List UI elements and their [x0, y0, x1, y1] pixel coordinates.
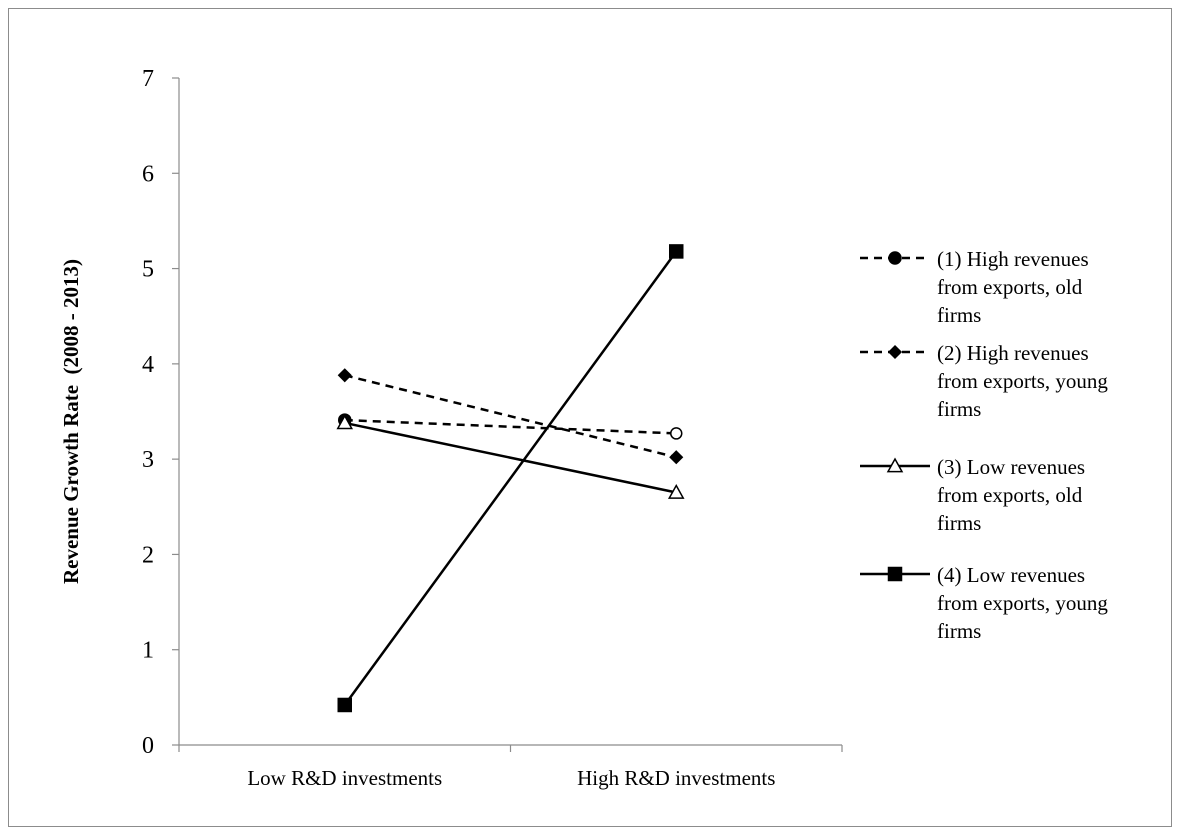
legend-label: firms: [937, 511, 981, 535]
series-line-3: [344, 421, 677, 494]
y-tick-label: 3: [142, 447, 154, 473]
data-point-series-4: [337, 697, 352, 713]
y-tick-label: 0: [142, 733, 154, 759]
x-tick-label: Low R&D investments: [247, 766, 442, 790]
data-point-series-3: [336, 414, 354, 430]
legend-label: firms: [937, 619, 981, 643]
legend-label: (1) High revenues: [937, 247, 1089, 271]
data-point-series-2: [337, 368, 352, 383]
legend-label: from exports, old: [937, 483, 1083, 507]
chart-frame: [8, 8, 1172, 827]
legend-marker-3: [886, 457, 904, 473]
legend-label: firms: [937, 303, 981, 327]
legend-label: (4) Low revenues: [937, 563, 1085, 587]
y-tick-label: 2: [142, 542, 154, 568]
series-line-4: [343, 250, 678, 706]
series-line-1: [344, 418, 677, 435]
legend-label: from exports, young: [937, 369, 1108, 393]
x-tick-label: High R&D investments: [577, 766, 775, 790]
legend-marker-2: [887, 344, 903, 360]
data-point-series-3: [667, 483, 685, 499]
legend-label: from exports, young: [937, 591, 1108, 615]
data-point-series-2: [669, 450, 684, 465]
y-axis-label: Revenue Growth Rate (2008 - 2013): [59, 259, 83, 584]
legend-marker-4: [887, 566, 903, 582]
legend-label: (3) Low revenues: [937, 455, 1085, 479]
data-point-series-1: [670, 427, 683, 440]
y-tick-label: 7: [142, 66, 154, 92]
series-line-2: [344, 374, 677, 459]
y-tick-label: 6: [142, 161, 154, 187]
legend-label: (2) High revenues: [937, 341, 1089, 365]
data-point-series-4: [669, 244, 684, 259]
y-tick-label: 4: [142, 352, 154, 378]
legend-marker-1: [888, 251, 902, 265]
y-tick-label: 5: [142, 257, 154, 283]
y-tick-label: 1: [142, 638, 154, 664]
legend-label: from exports, old: [937, 275, 1083, 299]
legend-label: firms: [937, 397, 981, 421]
